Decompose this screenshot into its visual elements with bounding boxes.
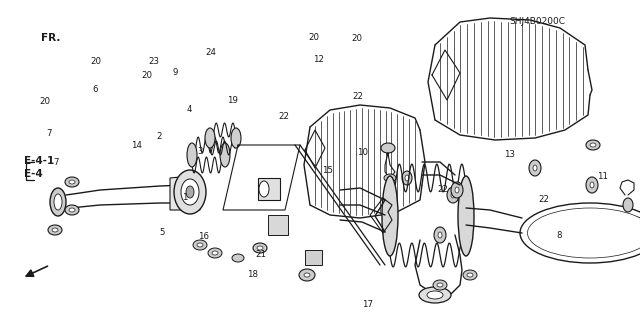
Ellipse shape [187,143,197,167]
Text: 1: 1 [182,193,187,202]
Ellipse shape [69,180,75,184]
Ellipse shape [381,143,395,153]
Text: 19: 19 [227,96,237,105]
Ellipse shape [586,140,600,150]
Text: SHJ4B0200C: SHJ4B0200C [509,17,566,26]
Ellipse shape [65,177,79,187]
Text: 20: 20 [141,71,153,80]
Ellipse shape [402,171,412,185]
Text: 22: 22 [538,195,550,204]
Text: 7: 7 [54,158,59,167]
Ellipse shape [181,179,199,205]
Ellipse shape [299,269,315,281]
Ellipse shape [193,240,207,250]
Text: 14: 14 [131,141,142,150]
Ellipse shape [405,175,409,181]
Ellipse shape [433,280,447,290]
Ellipse shape [590,143,596,147]
Ellipse shape [384,174,396,182]
Ellipse shape [437,283,443,287]
Polygon shape [305,250,322,265]
Text: 7: 7 [47,130,52,138]
Text: 20: 20 [351,34,362,43]
Ellipse shape [527,208,640,258]
Polygon shape [170,175,200,210]
Ellipse shape [208,248,222,258]
Text: 16: 16 [198,232,209,241]
Text: 22: 22 [278,112,290,121]
Text: E-4-1: E-4-1 [24,156,54,167]
Ellipse shape [174,170,206,214]
Ellipse shape [447,187,459,203]
Ellipse shape [253,243,267,253]
Text: 20: 20 [39,97,51,106]
Text: 18: 18 [246,271,258,279]
Ellipse shape [451,182,463,198]
Ellipse shape [458,176,474,256]
Ellipse shape [623,198,633,212]
Text: 8: 8 [557,231,562,240]
Text: 12: 12 [313,55,324,63]
Ellipse shape [65,205,79,215]
Ellipse shape [69,208,75,212]
Text: FR.: FR. [41,33,61,43]
Ellipse shape [220,143,230,167]
Text: 11: 11 [597,172,609,181]
Ellipse shape [259,181,269,197]
Text: 9: 9 [172,68,177,77]
Ellipse shape [52,228,58,232]
Ellipse shape [257,246,263,250]
Text: 23: 23 [148,57,160,66]
Ellipse shape [434,227,446,243]
Ellipse shape [48,225,62,235]
Text: 10: 10 [357,148,369,157]
Polygon shape [268,215,288,235]
Ellipse shape [590,182,594,188]
Ellipse shape [205,128,215,148]
Ellipse shape [438,232,442,238]
Text: 24: 24 [205,48,217,57]
Text: 4: 4 [187,105,192,114]
Ellipse shape [427,291,443,299]
Ellipse shape [197,243,203,247]
Text: E-4: E-4 [24,168,43,179]
Text: 5: 5 [159,228,164,237]
Text: 15: 15 [322,166,333,175]
Ellipse shape [419,287,451,303]
Ellipse shape [463,270,477,280]
Ellipse shape [186,186,194,198]
Ellipse shape [304,273,310,277]
Text: 3: 3 [198,147,203,156]
Ellipse shape [586,177,598,193]
Ellipse shape [212,251,218,255]
Ellipse shape [520,203,640,263]
Text: 6: 6 [92,85,97,94]
Polygon shape [258,178,280,200]
Ellipse shape [455,187,459,193]
Ellipse shape [529,160,541,176]
Text: 13: 13 [504,150,515,159]
Ellipse shape [50,188,66,216]
Ellipse shape [533,165,537,171]
Text: 20: 20 [90,57,102,66]
Text: 20: 20 [308,33,320,41]
Text: 2: 2 [156,132,161,141]
Text: 22: 22 [352,92,364,101]
Ellipse shape [54,194,62,210]
Ellipse shape [382,176,398,256]
Ellipse shape [467,273,473,277]
Ellipse shape [231,128,241,148]
Ellipse shape [232,254,244,262]
Text: 21: 21 [255,250,266,259]
Ellipse shape [451,192,455,198]
Text: 22: 22 [437,185,449,194]
Text: 17: 17 [362,300,374,309]
